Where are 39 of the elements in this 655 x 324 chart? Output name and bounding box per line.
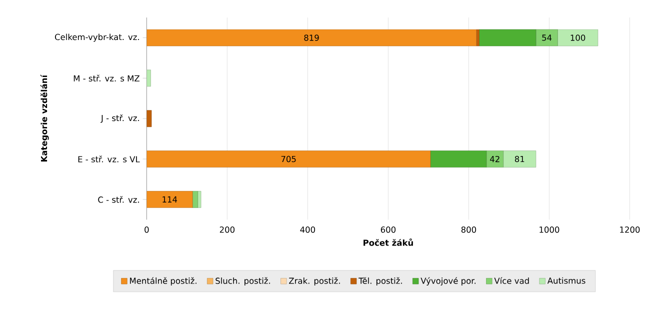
bar [146,150,431,168]
bar [536,29,558,46]
legend-label: Vývojové por. [420,277,476,286]
legend-label: Autismus [547,278,586,284]
legend-label: Zrak. postiž. [289,277,340,286]
data-label: 42 [490,156,500,162]
legend-label: Mentálně postiž. [130,277,196,286]
data-label: 81 [514,156,524,162]
legend-label: Sluch. postiž. [216,277,270,286]
x-axis-title: Počet žáků [364,238,413,246]
bar [486,150,504,168]
bar [430,150,487,168]
data-label: 114 [162,196,178,203]
data-label: 819 [304,34,319,42]
data-label: 705 [281,156,296,162]
data-label: 54 [542,34,552,41]
legend-label: Více vad [494,277,529,284]
legend-label: Těl. postiž. [358,277,402,286]
bar [476,29,480,46]
bar [503,150,536,168]
x-tick-label: 200 [220,226,235,233]
x-tick-label: 600 [380,226,396,233]
x-tick-label: 400 [300,226,316,233]
y-tick-label: Celkem-vybr-kat. vz. [54,34,139,42]
y-tick-label: E - stř. vz. s VL [78,156,140,163]
x-tick-label: 1200 [620,226,640,233]
bar [146,29,477,46]
x-tick-label: 1000 [540,226,560,233]
bar [479,29,536,46]
bar [192,191,198,208]
bar [146,110,152,128]
x-tick-label: 800 [461,226,476,233]
y-tick-label: M - stř. vz. s MZ [74,74,140,82]
y-tick-label: C - stř. vz. [98,196,139,203]
data-label: 100 [570,34,586,42]
y-axis-title: Kategorie vzdělání [40,74,49,162]
bar [146,191,193,208]
y-tick-label: J - stř. vz. [100,114,139,123]
x-tick-label: 0 [144,226,149,233]
